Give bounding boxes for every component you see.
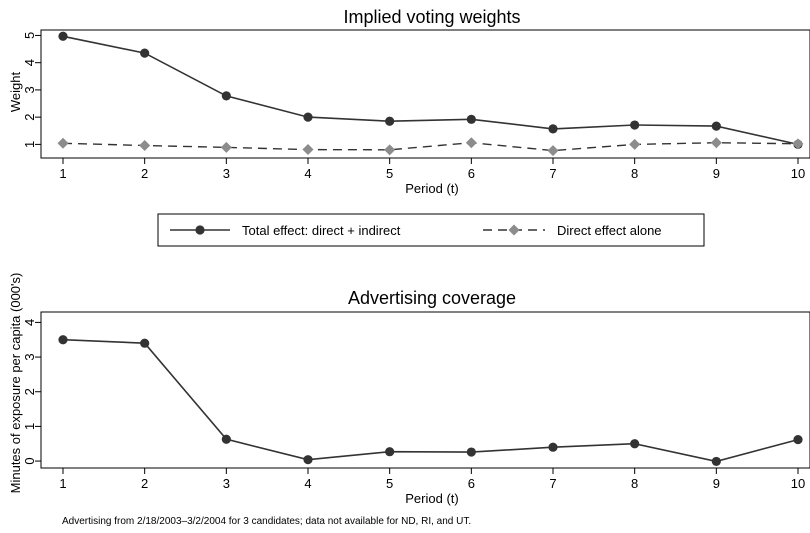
x-tick-label: 1: [59, 476, 66, 491]
data-point: [710, 137, 722, 149]
y-tick-label: 3: [22, 86, 37, 93]
data-point: [547, 145, 559, 157]
series-line-1: [62, 141, 799, 152]
legend-frame: [157, 213, 705, 247]
data-point: [58, 335, 68, 345]
data-point: [711, 456, 721, 467]
x-tick-label: 6: [468, 166, 475, 181]
data-point: [465, 137, 477, 149]
x-tick-label: 7: [549, 166, 556, 181]
series-line-0: [62, 338, 799, 463]
data-point: [303, 455, 313, 465]
y-tick-label: 0: [22, 457, 37, 464]
x-tick-label: 5: [386, 166, 393, 181]
data-point: [629, 138, 641, 150]
source-note: Advertising from 2/18/2003–3/2/2004 for …: [62, 516, 471, 527]
x-tick-label: 7: [549, 476, 556, 491]
chart-title: Implied voting weights: [343, 7, 520, 27]
x-tick-label: 5: [386, 476, 393, 491]
chart-title: Advertising coverage: [348, 288, 516, 308]
x-tick-label: 3: [223, 476, 230, 491]
y-axis-label: Weight: [8, 72, 23, 113]
data-point: [630, 439, 640, 449]
data-point: [630, 120, 640, 130]
y-tick-label: 1: [22, 141, 37, 148]
x-tick-label: 9: [713, 166, 720, 181]
x-tick-label: 4: [304, 476, 311, 491]
data-point: [58, 31, 68, 41]
data-point: [385, 447, 395, 457]
plot-marks: 0 1 2 3 4 1 2 3 4 5 6 7 8 9 10: [22, 319, 805, 491]
x-axis-label: Period (t): [405, 491, 458, 506]
y-tick-label: 2: [22, 388, 37, 395]
data-point: [792, 138, 804, 150]
y-tick-label: 4: [22, 319, 37, 326]
x-tick-label: 3: [223, 166, 230, 181]
data-point: [302, 144, 314, 156]
y-tick-label: 2: [22, 114, 37, 121]
x-tick-label: 10: [791, 476, 805, 491]
data-point: [384, 144, 396, 156]
x-tick-label: 4: [304, 166, 311, 181]
data-point: [793, 434, 803, 445]
data-point: [548, 442, 558, 452]
x-tick-label: 10: [791, 166, 805, 181]
x-axis-label: Period (t): [405, 181, 458, 196]
data-point: [221, 91, 231, 101]
y-tick-label: 3: [22, 353, 37, 360]
legend-marker-total: [195, 225, 205, 235]
data-point: [221, 434, 231, 444]
data-point: [57, 137, 69, 149]
data-point: [466, 447, 476, 457]
data-point: [140, 48, 150, 58]
legend-label-direct: Direct effect alone: [557, 223, 662, 238]
data-point: [140, 338, 150, 348]
x-tick-label: 1: [59, 166, 66, 181]
y-axis-label: Minutes of exposure per capita (000's): [8, 273, 23, 494]
legend: Total effect: direct + indirect Direct e…: [157, 213, 705, 247]
data-point: [548, 124, 558, 134]
y-tick-label: 4: [22, 59, 37, 66]
data-point: [711, 121, 721, 131]
x-tick-label: 2: [141, 476, 148, 491]
y-tick-label: 1: [22, 423, 37, 430]
plot-frame: [40, 311, 810, 469]
panel-advertising-coverage: Advertising coverage Minutes of exposure…: [8, 273, 810, 506]
x-tick-label: 6: [468, 476, 475, 491]
y-tick-label: 5: [22, 32, 37, 39]
data-point: [139, 139, 151, 151]
legend-label-total: Total effect: direct + indirect: [242, 223, 401, 238]
series-line-0: [62, 35, 799, 146]
plot-marks: 1 2 3 4 5 1 2 3 4 5 6 7 8 9 10: [22, 31, 805, 181]
data-point: [466, 114, 476, 124]
x-tick-label: 9: [713, 476, 720, 491]
data-point: [220, 141, 232, 153]
x-tick-label: 8: [631, 166, 638, 181]
panel-implied-voting-weights: Implied voting weights Weight Period (t)…: [8, 7, 810, 196]
x-tick-label: 8: [631, 476, 638, 491]
data-point: [303, 112, 313, 122]
x-tick-label: 2: [141, 166, 148, 181]
data-point: [385, 116, 395, 126]
legend-marker-direct: [508, 224, 520, 236]
plot-frame: [40, 29, 810, 159]
